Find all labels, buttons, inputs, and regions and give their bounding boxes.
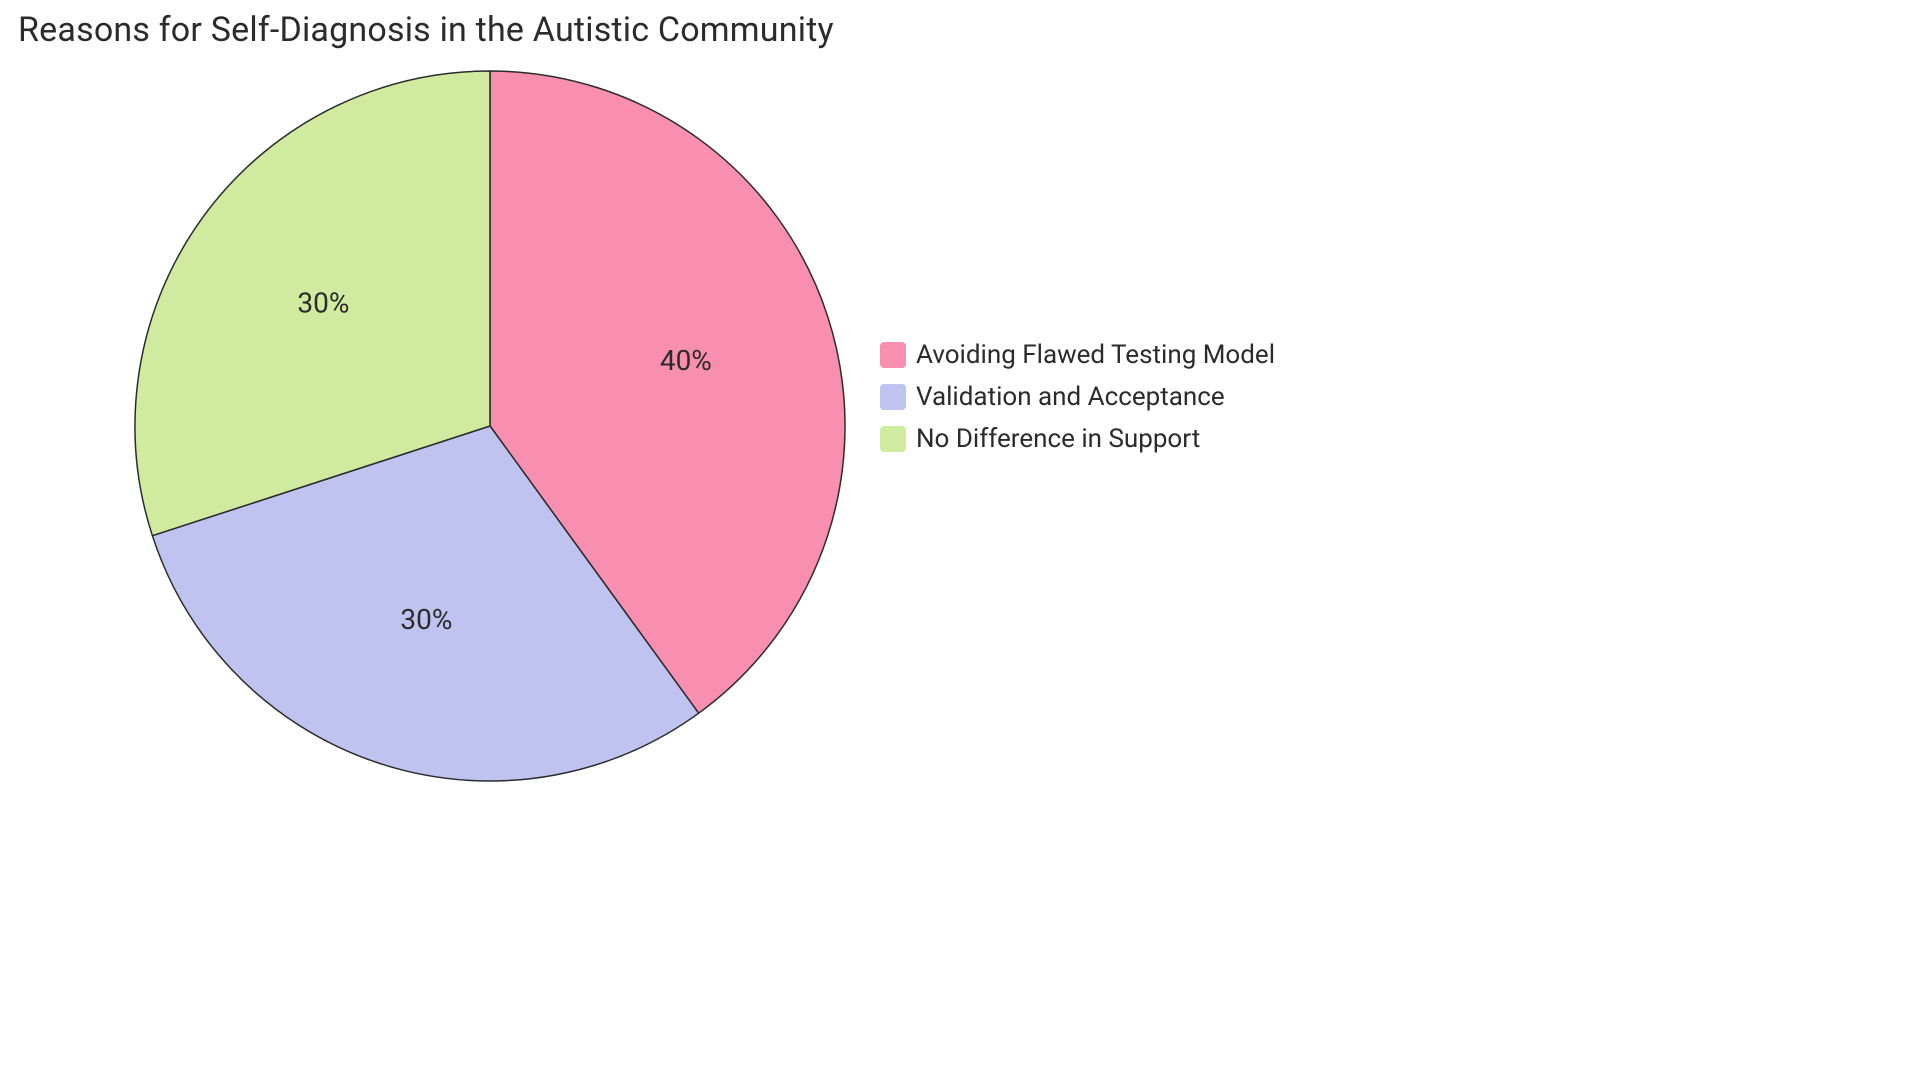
legend-label: Avoiding Flawed Testing Model <box>916 340 1275 370</box>
slice-label: 30% <box>297 286 349 319</box>
legend-swatch <box>880 342 906 368</box>
legend-item: Avoiding Flawed Testing Model <box>880 340 1275 370</box>
chart-title: Reasons for Self-Diagnosis in the Autist… <box>18 10 834 50</box>
legend-label: No Difference in Support <box>916 424 1200 454</box>
legend-swatch <box>880 384 906 410</box>
legend: Avoiding Flawed Testing Model Validation … <box>880 340 1275 454</box>
pie-chart: 40% 30% 30% <box>130 66 850 786</box>
legend-label: Validation and Acceptance <box>916 382 1225 412</box>
slice-label: 40% <box>660 344 712 377</box>
legend-item: Validation and Acceptance <box>880 382 1275 412</box>
legend-item: No Difference in Support <box>880 424 1275 454</box>
slice-label: 30% <box>400 603 452 636</box>
legend-swatch <box>880 426 906 452</box>
